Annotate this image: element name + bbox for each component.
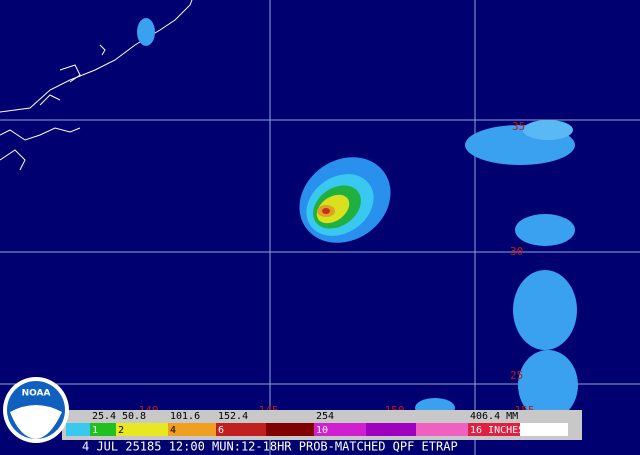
precipitation: [137, 18, 578, 420]
inch-label: 4: [170, 425, 176, 436]
mm-label: 25.4: [92, 411, 116, 422]
inch-label: 1: [92, 425, 98, 436]
inch-label: 6: [218, 425, 224, 436]
mm-label: 50.8: [122, 411, 146, 422]
inch-label: 10: [316, 425, 328, 436]
color-legend: [62, 410, 582, 440]
inch-label: 2: [118, 425, 124, 436]
inch-label: 16 INCHES: [470, 425, 524, 436]
noaa-logo: NOAA: [3, 377, 69, 443]
lat-label: 35: [512, 120, 525, 133]
mm-label: 152.4: [218, 411, 248, 422]
mm-label: 101.6: [170, 411, 200, 422]
coastline: [0, 0, 193, 171]
lat-label: 25: [510, 369, 523, 382]
lat-label: 30: [510, 245, 523, 258]
mm-label: 254: [316, 411, 334, 422]
logo-text: NOAA: [22, 389, 51, 399]
mm-label: 406.4 MM: [470, 411, 518, 422]
footer: 4 JUL 25185 12:00 MUN:12-18HR PROB-MATCH…: [82, 440, 458, 454]
